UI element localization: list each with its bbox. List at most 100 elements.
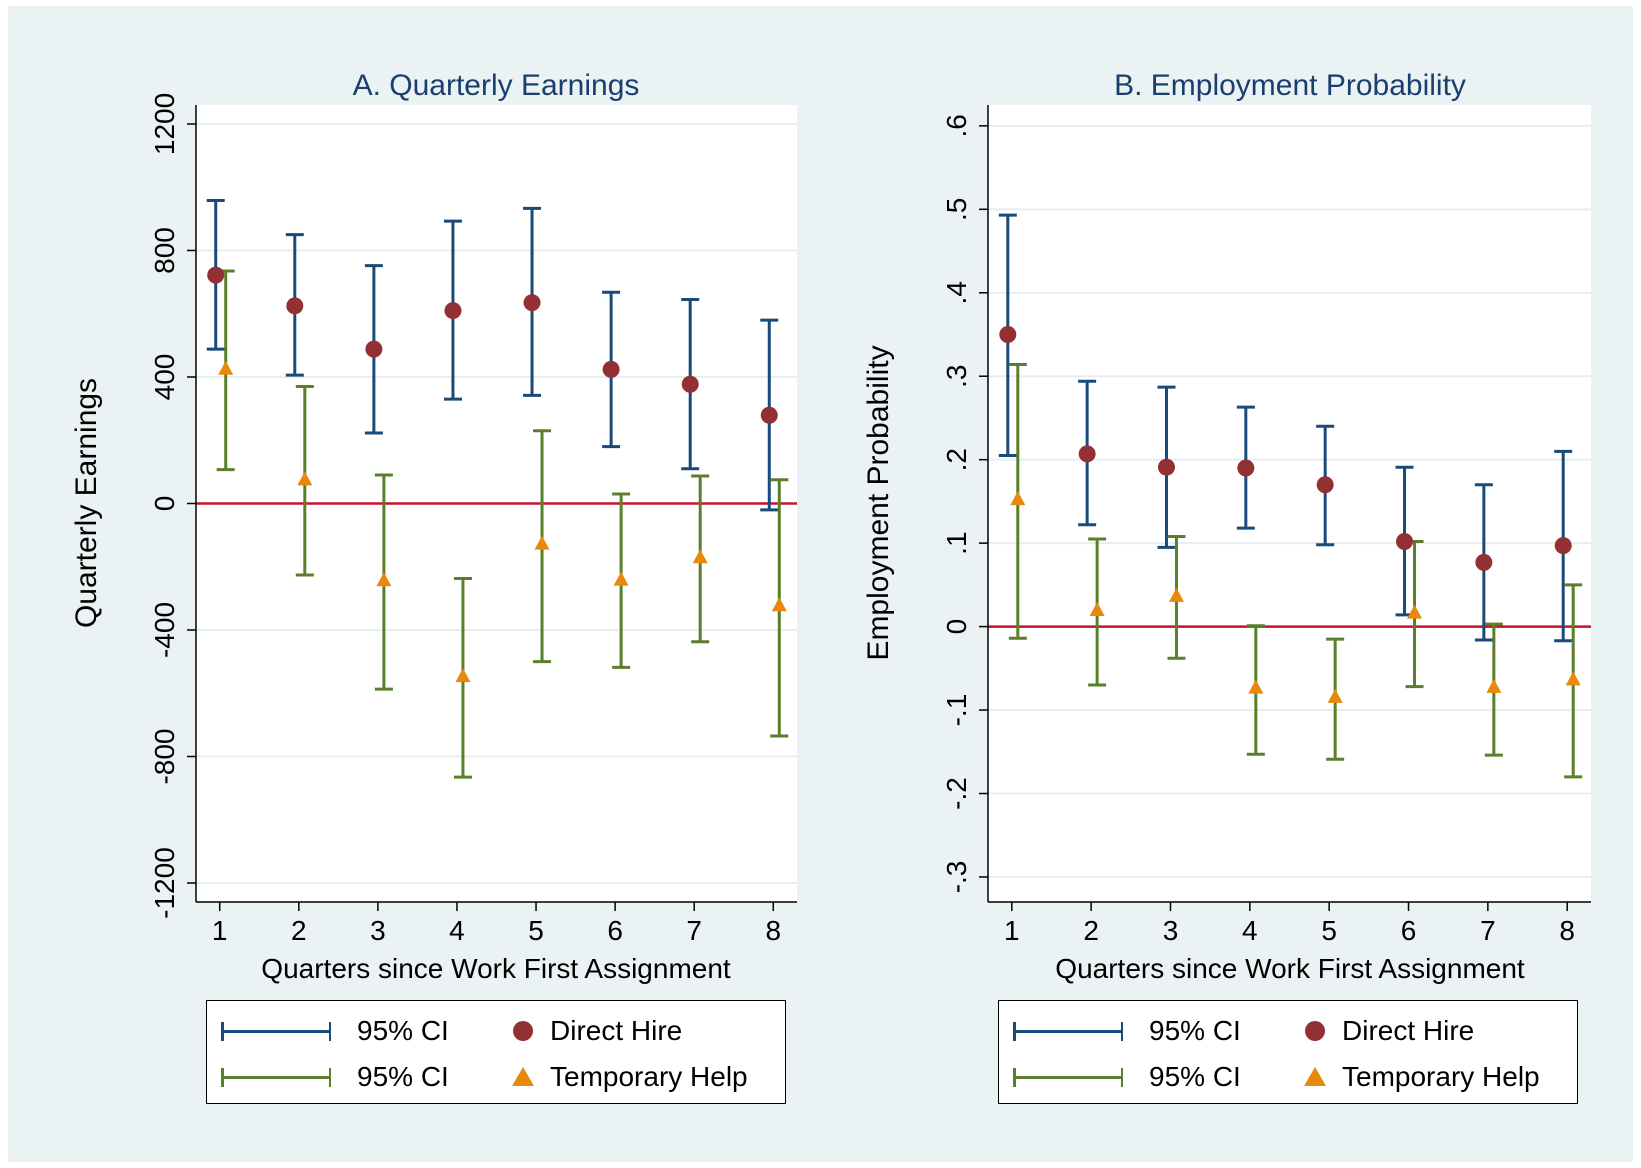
panel-employment-probability: -.3 -.2 -.1 0 .1 .2 .3 .4 .5 .6 1 2 3 4 5 6 7 8 B. Employ… [862, 69, 1591, 984]
point-direct-hire [523, 294, 541, 312]
legend-ci-label: 95% CI [1149, 1061, 1241, 1092]
point-temporary-help [534, 535, 550, 550]
y-tick-label: .6 [941, 114, 972, 137]
y-tick-label: .3 [941, 365, 972, 388]
y-tick-label: 0 [941, 619, 972, 635]
point-direct-hire [444, 302, 462, 320]
point-temporary-help [1089, 602, 1105, 617]
point-temporary-help [1168, 587, 1184, 602]
x-tick-label: 4 [449, 915, 465, 946]
y-tick-label: -400 [149, 602, 180, 658]
axes-b [987, 105, 1591, 903]
point-temporary-help [692, 549, 708, 564]
point-temporary-help [376, 572, 392, 587]
y-tick-label: 800 [149, 227, 180, 274]
y-tick-label: .5 [941, 198, 972, 221]
point-direct-hire [999, 326, 1017, 344]
marks-a [206, 199, 789, 779]
point-direct-hire [1554, 537, 1572, 555]
point-direct-hire [1237, 459, 1255, 477]
point-direct-hire [681, 375, 699, 393]
legend-row-temp: 95% CI Temporary Help [999, 1057, 1577, 1097]
y-tick-label: -800 [149, 728, 180, 784]
x-tick-label: 6 [1401, 915, 1417, 946]
legend-triangle-marker [512, 1067, 534, 1086]
x-tick-label: 4 [1242, 915, 1258, 946]
point-direct-hire [760, 406, 778, 424]
legend-direct-hire-label: Direct Hire [1342, 1015, 1475, 1046]
y-tick-label: -.1 [941, 694, 972, 727]
point-temporary-help [297, 471, 313, 486]
ticks-b: -.3 -.2 -.1 0 .1 .2 .3 .4 .5 .6 1 2 3 4 5 6 7 8 [941, 114, 1575, 946]
y-tick-label: 1200 [149, 93, 180, 155]
x-tick-label: 7 [686, 915, 702, 946]
legend-ci-line-direct [221, 1022, 331, 1041]
x-tick-label: 2 [291, 915, 307, 946]
x-tick-label: 3 [370, 915, 386, 946]
legend-row-direct: 95% CI Direct Hire [207, 1011, 785, 1051]
x-tick-label: 3 [1163, 915, 1179, 946]
legend-circle-marker [1305, 1021, 1325, 1041]
y-tick-label: 400 [149, 354, 180, 401]
y-tick-label: .4 [941, 281, 972, 304]
point-direct-hire [1316, 476, 1334, 494]
point-direct-hire [365, 340, 383, 358]
point-direct-hire [1078, 445, 1096, 463]
y-axis-label-a: Quarterly Earnings [70, 378, 103, 628]
legend-ci-line-direct [1013, 1022, 1123, 1041]
point-direct-hire [1157, 458, 1175, 476]
point-temporary-help [1248, 679, 1264, 694]
point-temporary-help [1327, 688, 1343, 703]
legend-ci-label: 95% CI [357, 1061, 449, 1092]
x-tick-label: 7 [1480, 915, 1496, 946]
y-tick-label: -.3 [941, 861, 972, 894]
legend-ci-label: 95% CI [1149, 1015, 1241, 1046]
point-temporary-help [771, 597, 787, 612]
point-direct-hire [602, 360, 620, 378]
y-tick-label: -.2 [941, 777, 972, 810]
legend-circle-marker [513, 1021, 533, 1041]
panel-quarterly-earnings: -1200 -800 -400 0 400 800 1200 1 2 3 4 5 6 7 8 A. Quar… [70, 69, 797, 984]
legend-row-temp: 95% CI Temporary Help [207, 1057, 785, 1097]
legend-b: 95% CI Direct Hire 95% CI Temporary Help [998, 1000, 1578, 1104]
y-tick-label: 0 [149, 496, 180, 512]
legend-direct-hire-label: Direct Hire [550, 1015, 683, 1046]
point-direct-hire [207, 266, 225, 284]
x-tick-label: 5 [1321, 915, 1337, 946]
chart-title-a: A. Quarterly Earnings [353, 69, 640, 102]
x-axis-label-a: Quarters since Work First Assignment [261, 953, 731, 984]
legend-a: 95% CI Direct Hire 95% CI Temporary Help [206, 1000, 786, 1104]
legend-ci-label: 95% CI [357, 1015, 449, 1046]
point-temporary-help [1486, 678, 1502, 693]
point-direct-hire [1475, 553, 1493, 571]
legend-ci-line-temp [221, 1068, 331, 1087]
x-axis-label-b: Quarters since Work First Assignment [1055, 953, 1525, 984]
legend-row-direct: 95% CI Direct Hire [999, 1011, 1577, 1051]
x-tick-label: 2 [1083, 915, 1099, 946]
legend-ci-line-temp [1013, 1068, 1123, 1087]
point-temporary-help [613, 571, 629, 586]
chart-title-b: B. Employment Probability [1114, 69, 1466, 102]
point-temporary-help [1407, 604, 1423, 619]
ticks-a: -1200 -800 -400 0 400 800 1200 1 2 3 4 5 6 7 8 [149, 93, 781, 946]
legend-temporary-help-label: Temporary Help [1342, 1061, 1540, 1092]
point-direct-hire [1396, 532, 1414, 550]
legend-triangle-marker [1304, 1067, 1326, 1086]
y-axis-label-b: Employment Probability [862, 345, 895, 660]
y-tick-label: .2 [941, 448, 972, 471]
x-tick-label: 1 [1004, 915, 1020, 946]
point-temporary-help [455, 668, 471, 683]
legend-temporary-help-label: Temporary Help [550, 1061, 748, 1092]
x-tick-label: 8 [1559, 915, 1575, 946]
marks-b [998, 213, 1583, 779]
x-tick-label: 1 [212, 915, 228, 946]
y-tick-label: -1200 [149, 847, 180, 919]
point-temporary-help [1565, 671, 1581, 686]
plot-area-b [988, 105, 1591, 902]
y-tick-label: .1 [941, 531, 972, 554]
x-tick-label: 8 [765, 915, 781, 946]
x-tick-label: 6 [607, 915, 623, 946]
point-direct-hire [286, 297, 304, 315]
